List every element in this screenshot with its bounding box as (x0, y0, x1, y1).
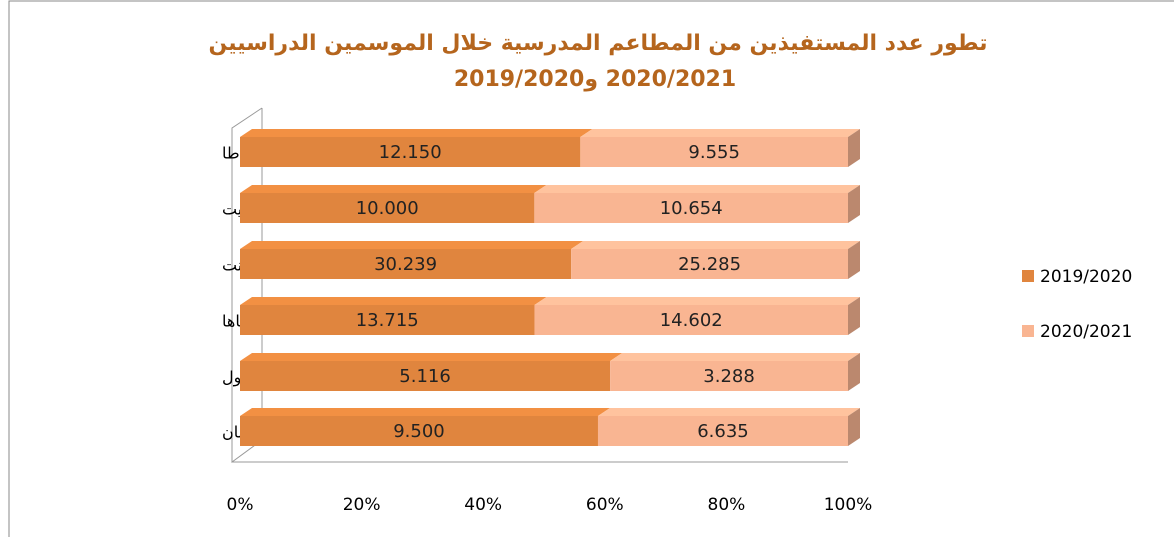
legend-label: 2020/2021 (1040, 322, 1132, 342)
bar-top (580, 129, 860, 137)
legend-swatch (1022, 325, 1034, 337)
data-label: 10.000 (356, 198, 419, 219)
bar-side (848, 241, 860, 279)
bar (610, 361, 848, 391)
bar (240, 137, 581, 167)
data-label: 9.500 (393, 421, 445, 442)
bar-top (597, 408, 860, 416)
data-label: 6.635 (697, 421, 749, 442)
bar-side (848, 297, 860, 335)
data-label: 3.288 (703, 366, 755, 387)
bar (571, 249, 848, 279)
bar (240, 193, 535, 223)
bar (597, 416, 848, 446)
chart-title: تطور عدد المستفيذين من المطاعم المدرسية … (208, 31, 987, 56)
x-tick-label: 0% (227, 495, 254, 515)
bar-top (240, 241, 584, 249)
data-label: 5.116 (399, 366, 451, 387)
bar-top (240, 185, 547, 193)
legend-label: 2019/2020 (1040, 267, 1132, 287)
x-tick-label: 40% (464, 495, 502, 515)
data-label: 13.715 (356, 310, 419, 331)
bar (240, 305, 535, 335)
bar (580, 137, 848, 167)
chart-subtitle: 2020/2021 و2019/2020 (454, 67, 736, 92)
bar-top (571, 241, 860, 249)
bar-top (240, 408, 610, 416)
bar-top (240, 129, 593, 137)
bar (534, 305, 848, 335)
bar-top (610, 353, 860, 361)
bar-side (848, 408, 860, 446)
bar-top (534, 185, 860, 193)
data-label: 25.285 (678, 254, 741, 275)
data-label: 30.239 (374, 254, 437, 275)
bar-top (240, 353, 623, 361)
bar-top (534, 297, 860, 305)
bar (240, 361, 611, 391)
bar-side (848, 353, 860, 391)
bar-side (848, 129, 860, 167)
bar (240, 249, 572, 279)
x-tick-label: 100% (824, 495, 873, 515)
data-label: 10.654 (660, 198, 723, 219)
data-label: 14.602 (660, 310, 723, 331)
bar-side (848, 185, 860, 223)
legend-swatch (1022, 270, 1034, 282)
bar (534, 193, 848, 223)
x-tick-label: 60% (586, 495, 624, 515)
x-tick-label: 80% (708, 495, 746, 515)
bar (240, 416, 598, 446)
data-label: 12.150 (379, 142, 442, 163)
bar-top (240, 297, 547, 305)
data-label: 9.555 (688, 142, 740, 163)
x-tick-label: 20% (343, 495, 381, 515)
